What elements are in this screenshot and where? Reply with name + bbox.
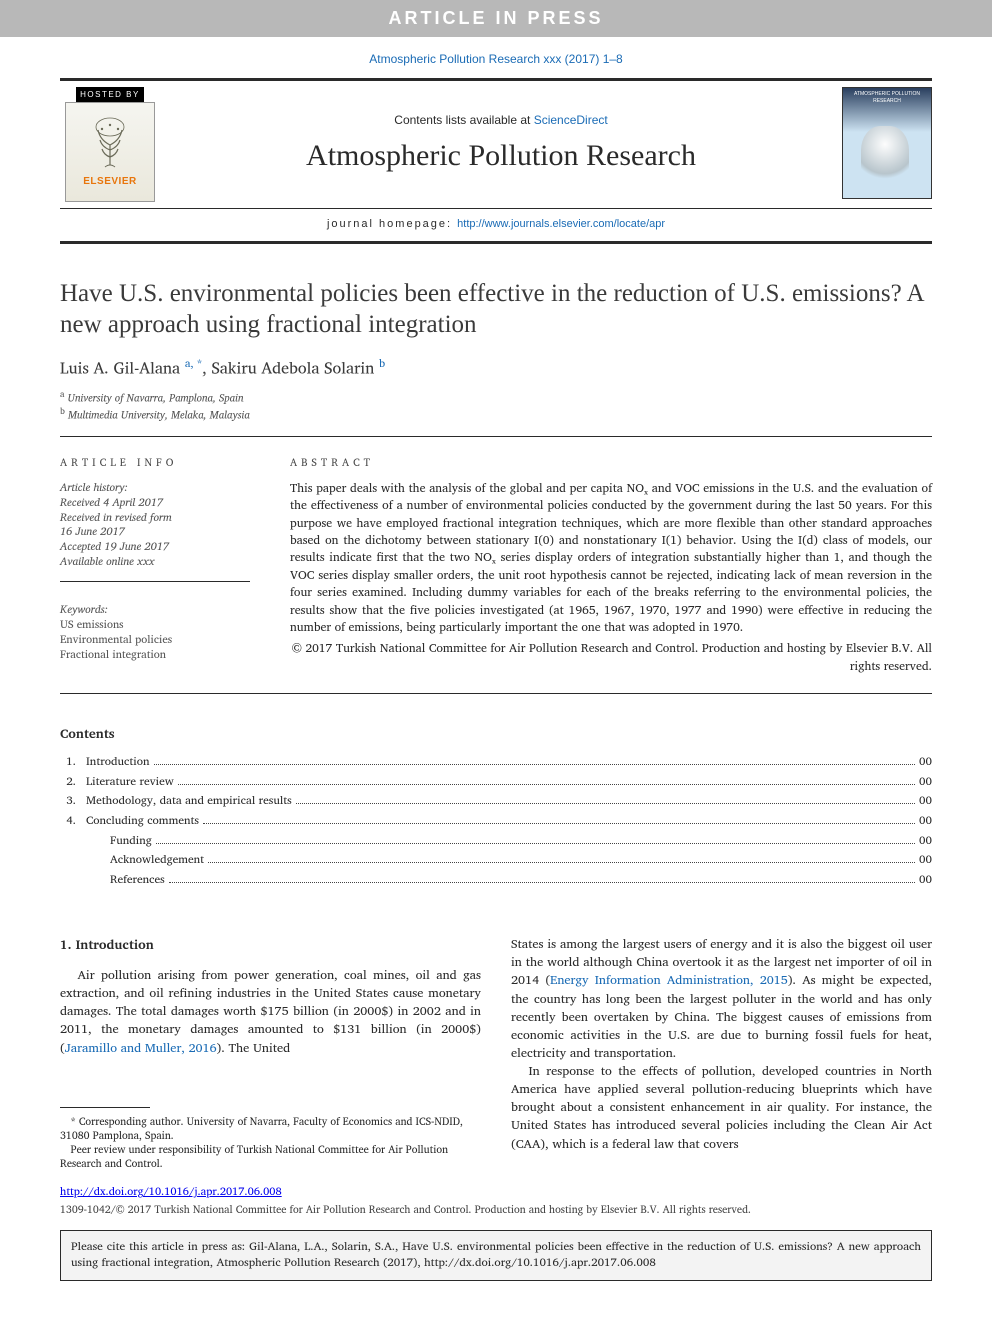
body-paragraph: States is among the largest users of ene…	[511, 935, 932, 1062]
toc-leader-dots	[156, 843, 915, 844]
rule	[60, 436, 932, 437]
toc-row: 4.Concluding comments 00	[60, 811, 932, 831]
journal-title: Atmospheric Pollution Research	[170, 135, 832, 177]
corresponding-author-note: * Corresponding author. University of Na…	[60, 1114, 481, 1142]
keyword: Fractional integration	[60, 647, 250, 662]
affil-b-sup: b	[60, 404, 65, 418]
toc-leader-dots	[154, 764, 916, 765]
contents-heading: Contents	[60, 724, 932, 742]
toc-number: 1.	[60, 752, 86, 772]
toc-leader-dots	[178, 784, 915, 785]
body-paragraph: Air pollution arising from power generat…	[60, 966, 481, 1057]
toc-page: 00	[919, 811, 932, 831]
footnote-rule	[60, 1107, 150, 1108]
history-line: Available online xxx	[60, 554, 250, 569]
issn-copyright-line: 1309-1042/© 2017 Turkish National Commit…	[60, 1202, 932, 1217]
toc-label: Introduction	[86, 752, 150, 772]
author-2: Sakiru Adebola Solarin	[211, 355, 374, 381]
elsevier-tree-icon	[80, 115, 140, 175]
cover-caption: ATMOSPHERIC POLLUTION RESEARCH	[847, 91, 927, 105]
toc-page: 00	[919, 831, 932, 851]
publisher-name: ELSEVIER	[83, 175, 136, 189]
abstract-copyright: © 2017 Turkish National Committee for Ai…	[290, 640, 932, 675]
toc-leader-dots	[208, 862, 915, 863]
cite-box: Please cite this article in press as: Gi…	[60, 1230, 932, 1280]
peer-review-note: Peer review under responsibility of Turk…	[60, 1142, 481, 1170]
affil-a-sup: a	[60, 387, 64, 401]
journal-cover: ATMOSPHERIC POLLUTION RESEARCH	[842, 87, 932, 202]
masthead: HOSTED BY ELSEVIER Contents lists availa…	[60, 78, 932, 244]
body-columns: 1. Introduction Air pollution arising fr…	[60, 935, 932, 1170]
journal-ref: Atmospheric Pollution Research xxx (2017…	[0, 37, 992, 78]
publisher-box: HOSTED BY ELSEVIER	[60, 87, 160, 202]
body-paragraph: In response to the effects of pollution,…	[511, 1062, 932, 1153]
hosted-by-label: HOSTED BY	[76, 87, 144, 102]
toc: 1.Introduction002.Literature review003.M…	[60, 752, 932, 889]
article: Have U.S. environmental policies been ef…	[60, 278, 932, 1171]
info-row: ARTICLE INFO Article history: Received 4…	[60, 455, 932, 675]
toc-row: 3.Methodology, data and empirical result…	[60, 791, 932, 811]
doi-link[interactable]: http://dx.doi.org/10.1016/j.apr.2017.06.…	[60, 1182, 282, 1200]
toc-label: References	[110, 870, 165, 890]
article-in-press-banner: ARTICLE IN PRESS	[0, 0, 992, 37]
footnotes: * Corresponding author. University of Na…	[60, 1114, 481, 1171]
toc-row: Acknowledgement 00	[60, 850, 932, 870]
citation-link[interactable]: Energy Information Administration, 2015	[550, 970, 788, 990]
toc-row: 1.Introduction 00	[60, 752, 932, 772]
contents-lists-line: Contents lists available at ScienceDirec…	[170, 112, 832, 129]
text-run: ). The United	[217, 1038, 291, 1058]
sciencedirect-link[interactable]: ScienceDirect	[534, 113, 608, 127]
toc-page: 00	[919, 752, 932, 772]
toc-leader-dots	[203, 823, 915, 824]
article-info-block: ARTICLE INFO Article history: Received 4…	[60, 455, 250, 675]
article-info-heading: ARTICLE INFO	[60, 455, 250, 470]
homepage-link[interactable]: http://www.journals.elsevier.com/locate/…	[457, 218, 665, 230]
toc-page: 00	[919, 772, 932, 792]
abstract-text: This paper deals with the analysis of th…	[290, 480, 932, 637]
section-heading: 1. Introduction	[60, 935, 481, 954]
journal-homepage-line: journal homepage: http://www.journals.el…	[60, 208, 932, 243]
toc-leader-dots	[296, 803, 915, 804]
toc-label: Acknowledgement	[110, 850, 204, 870]
elsevier-logo: ELSEVIER	[65, 102, 155, 202]
rule	[60, 581, 250, 582]
toc-label: Literature review	[86, 772, 174, 792]
abstract-block: ABSTRACT This paper deals with the analy…	[290, 455, 932, 675]
toc-page: 00	[919, 791, 932, 811]
author-1-sup: a, *	[185, 354, 202, 372]
toc-number: 2.	[60, 772, 86, 792]
affil-b: Multimedia University, Melaka, Malaysia	[68, 405, 250, 423]
article-history: Article history: Received 4 April 2017 R…	[60, 480, 250, 569]
article-title: Have U.S. environmental policies been ef…	[60, 278, 932, 341]
bottom-block: http://dx.doi.org/10.1016/j.apr.2017.06.…	[60, 1184, 932, 1280]
toc-number: 3.	[60, 791, 86, 811]
author-2-sup: b	[379, 354, 385, 372]
homepage-label: journal homepage:	[327, 218, 457, 230]
toc-page: 00	[919, 850, 932, 870]
toc-number: 4.	[60, 811, 86, 831]
rule	[60, 693, 932, 694]
toc-label: Concluding comments	[86, 811, 199, 831]
affiliations: a University of Navarra, Pamplona, Spain…	[60, 388, 932, 422]
citation-link[interactable]: Jaramillo and Muller, 2016	[65, 1038, 217, 1058]
toc-row: Funding 00	[60, 831, 932, 851]
toc-row: 2.Literature review 00	[60, 772, 932, 792]
toc-leader-dots	[169, 882, 915, 883]
toc-page: 00	[919, 870, 932, 890]
author-1: Luis A. Gil-Alana	[60, 355, 180, 381]
cover-thumbnail: ATMOSPHERIC POLLUTION RESEARCH	[842, 87, 932, 199]
affil-a: University of Navarra, Pamplona, Spain	[68, 388, 244, 406]
toc-row: References 00	[60, 870, 932, 890]
toc-label: Methodology, data and empirical results	[86, 791, 292, 811]
contents-block: Contents 1.Introduction002.Literature re…	[60, 724, 932, 889]
contents-prefix: Contents lists available at	[394, 113, 533, 127]
abstract-heading: ABSTRACT	[290, 455, 932, 470]
authors: Luis A. Gil-Alana a, *, Sakiru Adebola S…	[60, 356, 932, 380]
toc-label: Funding	[110, 831, 152, 851]
